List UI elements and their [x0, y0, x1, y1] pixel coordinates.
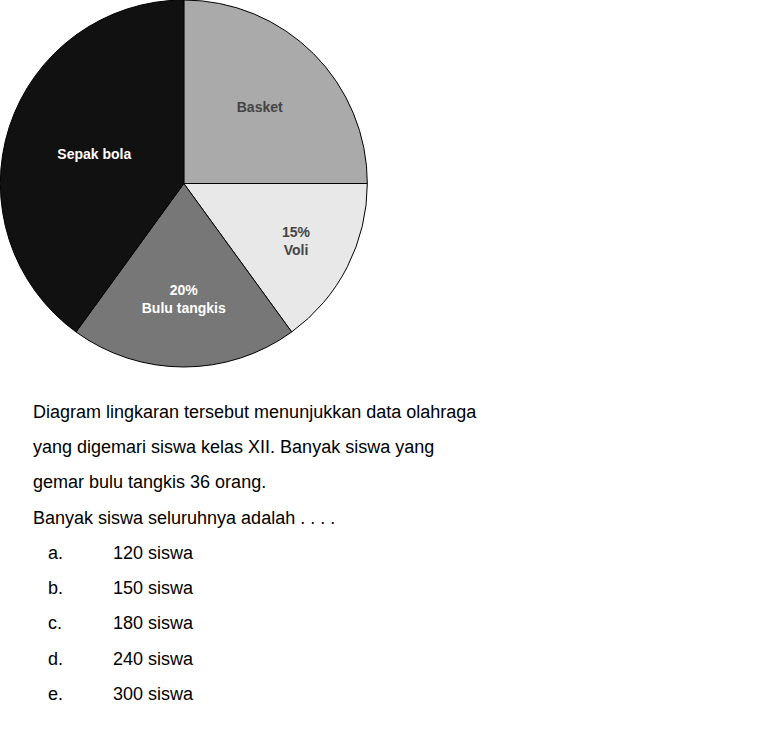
svg-text:b.: b. — [48, 578, 63, 598]
svg-text:240 siswa: 240 siswa — [113, 649, 194, 669]
svg-text:Sepak bola: Sepak bola — [57, 146, 131, 162]
svg-text:e.: e. — [48, 684, 63, 704]
svg-text:150 siswa: 150 siswa — [113, 578, 194, 598]
svg-text:20%Bulu tangkis: 20%Bulu tangkis — [142, 282, 226, 316]
svg-text:yang digemari siswa kelas XII.: yang digemari siswa kelas XII. Banyak si… — [33, 437, 434, 457]
svg-text:180 siswa: 180 siswa — [113, 613, 194, 633]
svg-text:300 siswa: 300 siswa — [113, 684, 194, 704]
svg-text:gemar bulu tangkis 36 orang.: gemar bulu tangkis 36 orang. — [33, 472, 266, 492]
svg-text:d.: d. — [48, 649, 63, 669]
svg-text:Banyak siswa seluruhnya adalah: Banyak siswa seluruhnya adalah . . . . — [33, 508, 335, 528]
svg-text:120 siswa: 120 siswa — [113, 543, 194, 563]
svg-text:15%Voli: 15%Voli — [282, 224, 311, 258]
svg-text:a.: a. — [48, 543, 63, 563]
svg-text:Diagram lingkaran tersebut men: Diagram lingkaran tersebut menunjukkan d… — [33, 402, 477, 422]
svg-text:Basket: Basket — [237, 99, 283, 115]
svg-text:c.: c. — [48, 613, 62, 633]
